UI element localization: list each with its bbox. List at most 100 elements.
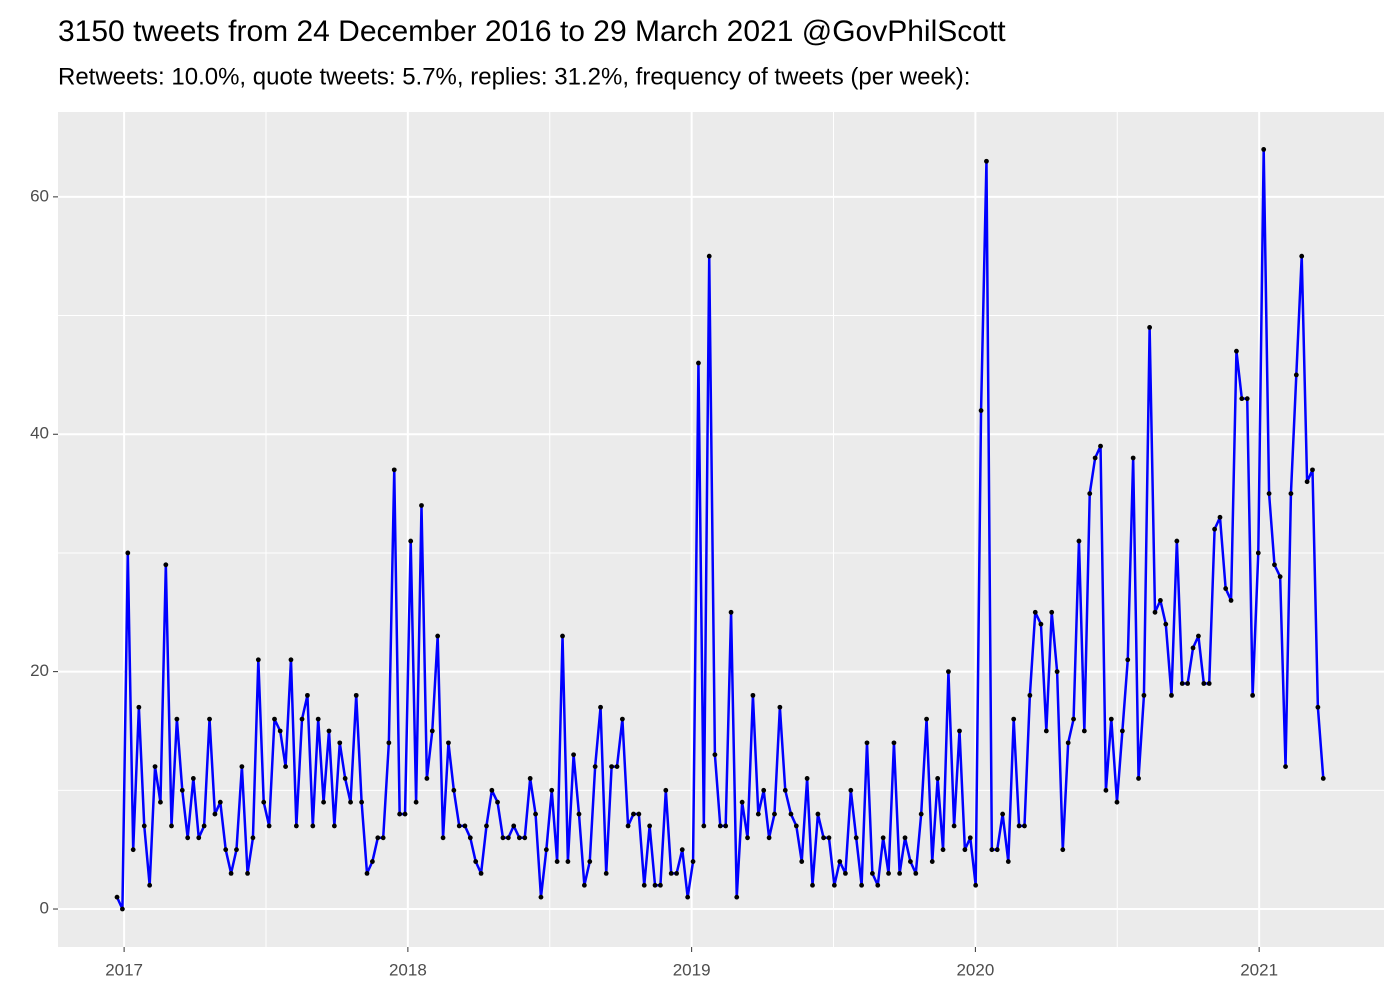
data-point [163,562,169,568]
data-point [1320,776,1326,781]
data-point [652,882,658,888]
data-point [359,799,365,805]
data-point [196,835,202,841]
data-point [1277,574,1283,580]
data-point [462,823,468,829]
data-point [603,871,609,876]
data-point [929,859,935,864]
data-point [647,823,653,829]
data-point [1174,538,1180,544]
data-point [772,811,777,817]
data-point [522,835,528,841]
data-point [745,835,750,841]
data-point [1022,823,1027,829]
y-tick-label: 0 [40,899,49,918]
data-point [489,787,495,793]
data-point [1049,609,1055,615]
data-point [1000,811,1006,817]
data-point [957,728,962,734]
data-point [456,823,462,829]
data-point [1315,704,1321,710]
data-point [690,859,696,864]
data-point [402,811,408,817]
data-point [1179,681,1185,686]
data-point [201,823,207,829]
data-point [310,823,316,829]
data-point [1196,633,1201,639]
data-point [734,894,740,900]
data-point [212,811,218,817]
data-point [918,811,924,817]
data-point [924,716,929,722]
data-point [419,503,424,508]
data-point [1299,253,1305,259]
data-point [821,835,826,841]
data-point [663,787,669,793]
data-point [826,835,832,841]
data-point [1310,467,1315,473]
data-point [750,692,756,698]
data-point [1071,716,1076,722]
data-point [331,823,337,829]
data-point [543,847,549,853]
data-point [967,835,973,841]
data-point [1206,681,1212,686]
x-tick-label: 2021 [1240,960,1278,979]
x-tick-label: 2017 [105,960,143,979]
data-point [516,835,522,841]
data-point [1108,716,1114,722]
y-tick-label: 40 [30,424,49,443]
data-point [978,408,984,413]
data-point [250,835,256,841]
data-point [810,882,815,888]
data-point [641,882,647,888]
data-point [897,871,903,876]
data-point [831,882,837,888]
data-point [592,764,598,769]
data-point [989,847,995,853]
data-point [625,823,631,829]
data-point [435,633,441,639]
data-point [1217,514,1223,520]
data-point [1185,681,1191,686]
data-point [1054,669,1060,675]
data-point [1125,657,1131,663]
data-point [843,871,848,876]
data-point [1223,586,1229,591]
data-point [755,811,761,817]
data-point [668,871,674,876]
x-tick-label: 2018 [389,960,427,979]
data-point [1157,598,1163,603]
data-point [217,799,223,805]
data-point [326,728,332,734]
data-point [1032,609,1038,615]
data-point [484,823,489,829]
data-point [353,692,359,698]
data-point [549,787,555,793]
data-point [739,799,745,805]
data-point [266,823,272,829]
data-point [397,811,403,817]
data-point [147,882,153,888]
data-point [880,835,886,841]
data-point [185,835,191,841]
data-point [223,847,229,853]
data-point [337,740,343,746]
data-point [174,716,180,722]
data-point [908,859,913,864]
data-point [527,776,533,781]
data-point [1272,562,1277,568]
data-point [1098,443,1103,449]
data-point [1304,479,1310,485]
data-point [804,776,810,781]
data-point [609,764,615,769]
data-point [837,859,843,864]
data-point [478,871,484,876]
data-point [614,764,620,769]
data-point [1239,396,1245,402]
data-point [706,253,712,259]
data-point [391,467,397,473]
data-point [859,882,865,888]
